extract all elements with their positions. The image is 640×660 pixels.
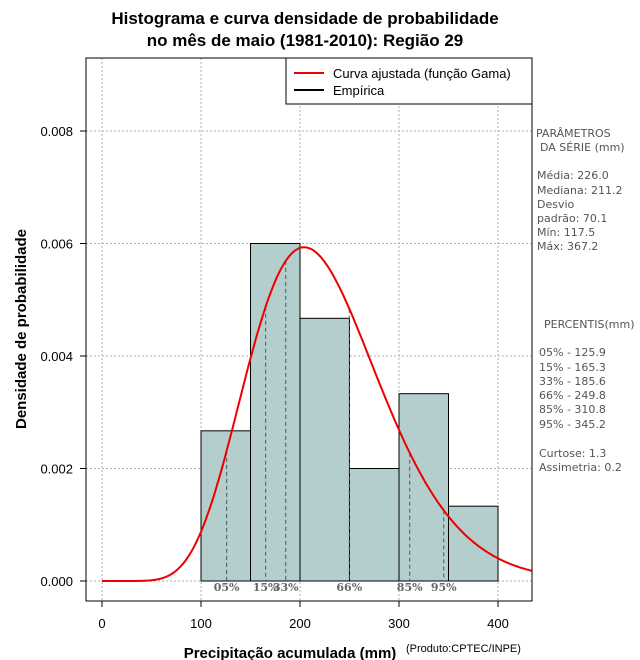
side-panel: PARÂMETROS DA SÉRIE (mm) Média: 226.0 Me…: [536, 127, 635, 474]
y-tick-label: 0.008: [40, 124, 73, 139]
percentile-labels: 05% 15%33% 66% 85% 95%: [214, 581, 457, 594]
percentil-row: 05% - 125.9: [539, 346, 606, 359]
percentil-row: 85% - 310.8: [539, 403, 606, 416]
y-axis-label: Densidade de probabilidade: [13, 229, 30, 429]
stat-min: Mín: 117.5: [537, 226, 595, 239]
y-tick-label: 0.006: [40, 237, 73, 252]
chart-title: Histograma e curva densidade de probabil…: [111, 9, 498, 28]
y-tick-label: 0.004: [40, 349, 73, 364]
legend: Curva ajustada (função Gama) Empírica: [285, 57, 533, 105]
percentile-label: 66%: [336, 581, 362, 594]
percentile-lines: [226, 260, 445, 581]
x-tick-label: 400: [487, 616, 509, 631]
stat-desvio-1: Desvio: [537, 198, 575, 211]
y-tick-label: 0.002: [40, 462, 73, 477]
percentil-row: 66% - 249.8: [539, 389, 606, 402]
histogram-bar: [349, 468, 400, 582]
percentile-label: 95%: [431, 581, 457, 594]
x-axis: 0 100 200 300 400: [98, 601, 509, 631]
percentile-label: 33%: [273, 581, 299, 594]
x-tick-label: 200: [289, 616, 311, 631]
x-axis-label: Precipitação acumulada (mm): [184, 645, 397, 660]
bars: [200, 243, 499, 582]
chart-subtitle: no mês de maio (1981-2010): Região 29: [147, 31, 464, 50]
stat-max: Máx: 367.2: [537, 240, 598, 253]
percentis-title: PERCENTIS(mm): [544, 318, 635, 331]
x-tick-label: 300: [388, 616, 410, 631]
gamma-curve: [102, 246, 532, 582]
x-tick-label: 0: [98, 616, 105, 631]
x-tick-label: 100: [190, 616, 212, 631]
legend-empirical-label: Empírica: [333, 83, 385, 98]
percentil-row: 33% - 185.6: [539, 375, 606, 388]
stat-desvio-2: padrão: 70.1: [537, 212, 607, 225]
histogram-bar: [398, 393, 449, 582]
legend-box: [285, 57, 533, 105]
percentile-label: 05%: [214, 581, 240, 594]
histogram-bar: [448, 505, 499, 582]
histogram-bar: [250, 243, 301, 582]
histogram-bar: [299, 317, 350, 582]
percentil-row: 95% - 345.2: [539, 418, 606, 431]
params-title-1: PARÂMETROS: [536, 127, 611, 140]
percentil-row: 15% - 165.3: [539, 361, 606, 374]
y-axis: 0.000 0.002 0.004 0.006 0.008: [40, 124, 86, 589]
y-tick-label: 0.000: [40, 574, 73, 589]
stat-assimetria: Assimetria: 0.2: [539, 461, 622, 474]
params-title-2: DA SÉRIE (mm): [540, 141, 625, 154]
credit-label: (Produto:CPTEC/INPE): [406, 643, 521, 655]
percentile-label: 85%: [397, 581, 423, 594]
stat-mediana: Mediana: 211.2: [537, 184, 622, 197]
percentile-label: 15%: [253, 581, 279, 594]
legend-curve-label: Curva ajustada (função Gama): [333, 66, 511, 81]
stat-curtose: Curtose: 1.3: [539, 447, 606, 460]
stat-media: Média: 226.0: [537, 169, 609, 182]
